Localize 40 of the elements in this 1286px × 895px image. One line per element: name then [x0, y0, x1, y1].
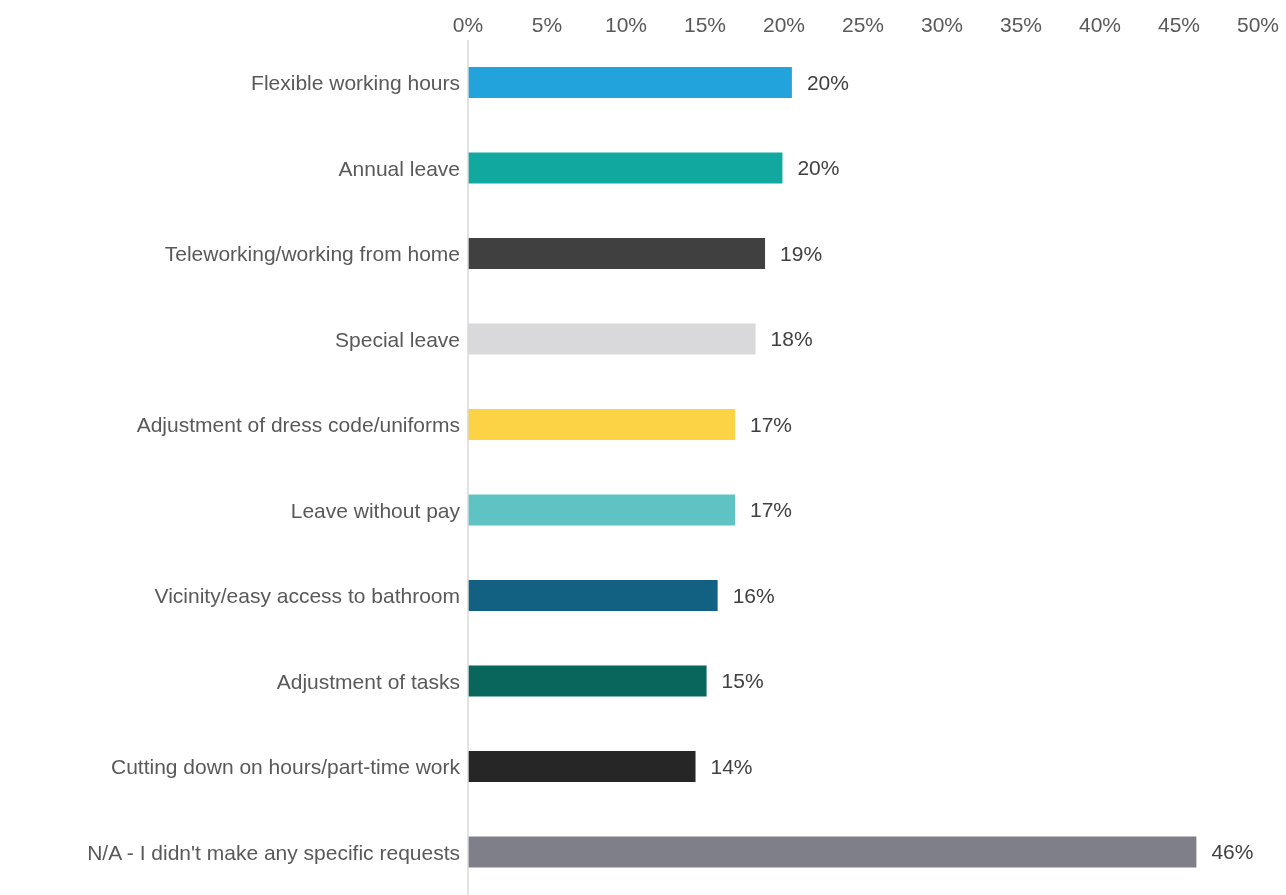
x-tick-label: 35% — [999, 13, 1043, 36]
x-tick-label: 50% — [1236, 13, 1280, 36]
data-label: 20% — [797, 156, 840, 180]
bar — [468, 409, 736, 440]
x-tick-label: 15% — [683, 13, 727, 36]
y-tick-label: Leave without pay — [290, 498, 461, 522]
y-tick-label: Special leave — [335, 327, 460, 351]
bar — [468, 580, 718, 611]
data-label: 17% — [750, 498, 793, 522]
x-tick-label: 45% — [1157, 13, 1201, 36]
bar — [468, 751, 696, 782]
data-label: 15% — [721, 669, 764, 693]
y-tick-label: Adjustment of tasks — [276, 669, 460, 693]
data-label: 19% — [780, 241, 823, 265]
data-label: 16% — [732, 583, 775, 607]
y-tick-label: Teleworking/working from home — [164, 242, 460, 266]
y-tick-label: Vicinity/easy access to bathroom — [154, 584, 460, 608]
x-tick-label: 10% — [604, 13, 648, 36]
y-tick-label: Flexible working hours — [251, 71, 460, 95]
x-tick-label: 30% — [920, 13, 964, 36]
y-tick-label: Adjustment of dress code/uniforms — [136, 413, 460, 437]
bar — [468, 494, 736, 526]
bar — [468, 152, 783, 184]
x-tick-label: 20% — [762, 13, 806, 36]
bar — [468, 665, 707, 697]
bar — [468, 836, 1197, 868]
y-tick-label: Cutting down on hours/part-time work — [111, 755, 461, 779]
bar — [468, 67, 792, 98]
y-tick-label: Annual leave — [338, 156, 460, 180]
data-label: 18% — [770, 327, 813, 351]
x-tick-label: 40% — [1078, 13, 1122, 36]
x-tick-label: 0% — [452, 13, 484, 36]
data-label: 46% — [1211, 840, 1254, 864]
data-label: 14% — [710, 754, 753, 778]
data-label: 17% — [750, 412, 793, 436]
data-label: 20% — [806, 70, 849, 94]
y-tick-label: N/A - I didn't make any specific requests — [87, 840, 460, 864]
x-tick-label: 25% — [841, 13, 885, 36]
bar — [468, 238, 766, 269]
x-tick-label: 5% — [531, 13, 563, 36]
